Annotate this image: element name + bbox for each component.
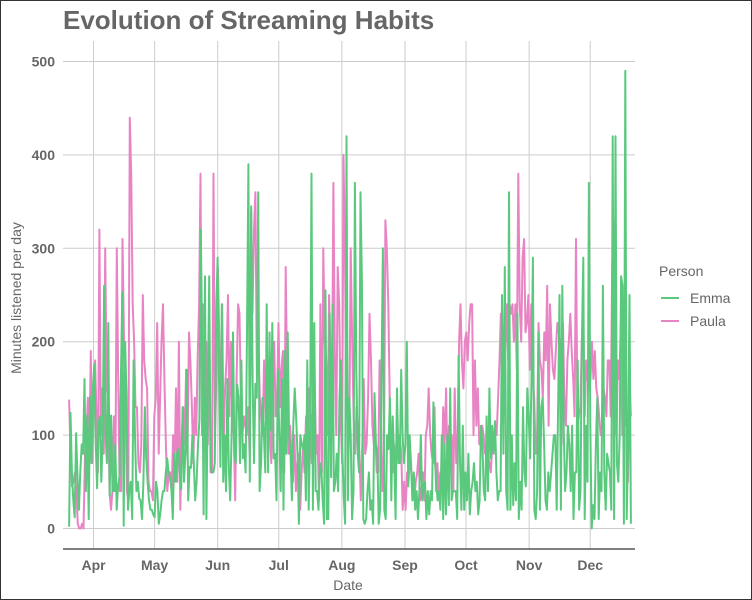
- x-tick-label-jun: Jun: [205, 557, 230, 573]
- x-tick-label-sep: Sep: [392, 557, 418, 573]
- y-axis-label: Minutes listened per day: [8, 222, 24, 374]
- legend: Person Emma Paula: [659, 263, 731, 329]
- y-tick-label-200: 200: [32, 334, 56, 350]
- axis-layer: 0 100 200 300 400 500 Apr May Jun Jul Aug Sep Oct Nov…: [32, 54, 635, 573]
- y-tick-label-0: 0: [47, 520, 55, 536]
- x-tick-label-aug: Aug: [328, 557, 355, 573]
- series-line-paula: [68, 116, 632, 530]
- y-tick-label-300: 300: [32, 240, 56, 256]
- y-tick-label-100: 100: [32, 427, 56, 443]
- legend-label-paula: Paula: [690, 313, 726, 329]
- x-axis-label: Date: [333, 577, 363, 593]
- x-tick-label-apr: Apr: [81, 557, 106, 573]
- x-tick-label-dec: Dec: [577, 557, 603, 573]
- series-layer: [68, 69, 632, 530]
- y-tick-label-500: 500: [32, 54, 56, 70]
- x-tick-label-jul: Jul: [269, 557, 289, 573]
- x-tick-label-nov: Nov: [516, 557, 543, 573]
- x-tick-label-may: May: [141, 557, 168, 573]
- legend-title: Person: [659, 263, 703, 279]
- legend-label-emma: Emma: [690, 290, 731, 306]
- x-tick-label-oct: Oct: [454, 557, 478, 573]
- series-line-emma: [68, 69, 632, 530]
- y-tick-label-400: 400: [32, 147, 56, 163]
- chart-title: Evolution of Streaming Habits: [63, 5, 434, 35]
